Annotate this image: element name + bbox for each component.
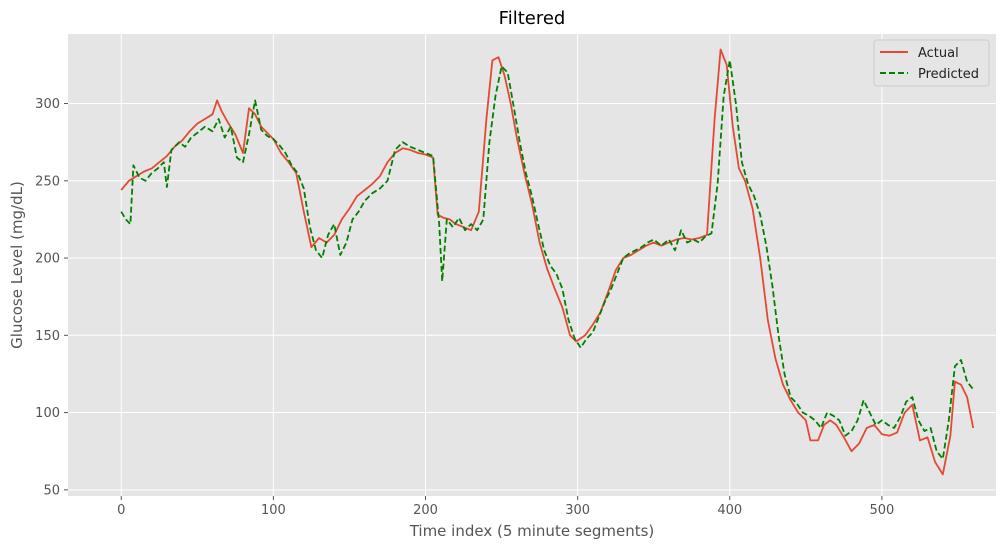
grid xyxy=(68,34,996,496)
chart-title: Filtered xyxy=(499,8,566,29)
legend: Actual Predicted xyxy=(873,39,990,87)
plot-background xyxy=(68,34,996,496)
y-tick-label: 250 xyxy=(35,174,60,189)
legend-predicted-label: Predicted xyxy=(918,67,979,82)
x-tick-label: 300 xyxy=(565,503,590,518)
series-line-actual xyxy=(120,48,975,476)
legend-actual-label: Actual xyxy=(918,46,959,61)
x-axis-label: Time index (5 minute segments) xyxy=(409,522,655,540)
x-tick-label: 200 xyxy=(413,503,438,518)
y-tick-label: 150 xyxy=(35,329,60,344)
series-group xyxy=(120,48,975,476)
y-tick-label: 50 xyxy=(43,483,60,498)
y-tick-label: 300 xyxy=(35,97,60,112)
y-tick-label: 200 xyxy=(35,252,60,267)
x-tick-label: 400 xyxy=(717,503,742,518)
x-tick-label: 100 xyxy=(261,503,286,518)
y-axis-label: Glucose Level (mg/dL) xyxy=(8,181,26,349)
x-tick-label: 500 xyxy=(869,503,894,518)
x-axis-ticks: 0 100 200 300 400 500 xyxy=(117,496,894,518)
y-tick-label: 100 xyxy=(35,406,60,421)
x-tick-label: 0 xyxy=(117,503,125,518)
y-axis-ticks: 50 100 150 200 250 300 xyxy=(35,97,68,498)
series-line-predicted xyxy=(120,59,974,460)
